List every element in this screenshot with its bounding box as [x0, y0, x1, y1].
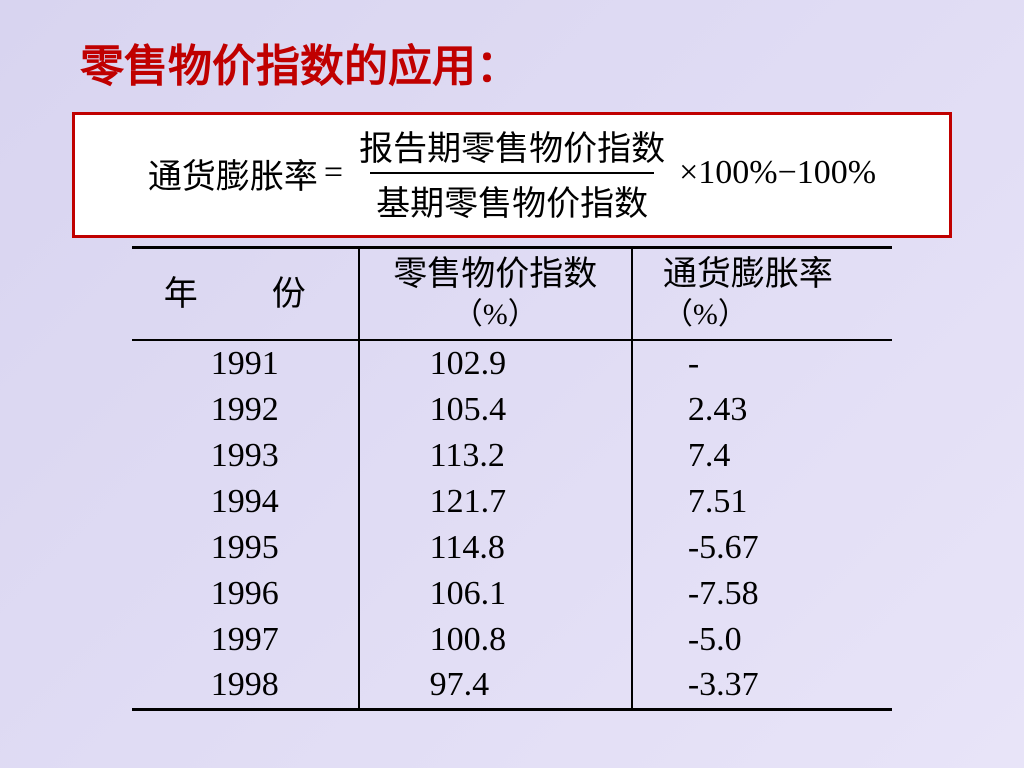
formula: 通货膨胀率 = 报告期零售物价指数 基期零售物价指数 ×100%−100% [148, 121, 876, 225]
table-header-inflation: 通货膨胀率 （%） [632, 248, 892, 341]
header-inflation-label2: （%） [663, 298, 748, 331]
table-row: 1997 100.8 -5.0 [132, 617, 892, 663]
cell-index: 100.8 [359, 617, 632, 663]
cell-index: 114.8 [359, 525, 632, 571]
data-table: 年 份 零售物价指数 （%） 通货膨胀率 （%） 1991 102.9 - 19… [132, 246, 892, 711]
table-header-row: 年 份 零售物价指数 （%） 通货膨胀率 （%） [132, 248, 892, 341]
table-row: 1993 113.2 7.4 [132, 433, 892, 479]
cell-year: 1993 [132, 433, 359, 479]
formula-numerator: 报告期零售物价指数 [353, 121, 671, 172]
cell-inflation: 7.4 [632, 433, 892, 479]
cell-inflation: -3.37 [632, 662, 892, 709]
formula-lhs: 通货膨胀率 [148, 149, 318, 198]
table-row: 1994 121.7 7.51 [132, 479, 892, 525]
cell-index: 106.1 [359, 571, 632, 617]
table-row: 1996 106.1 -7.58 [132, 571, 892, 617]
slide: 零售物价指数的应用： 通货膨胀率 = 报告期零售物价指数 基期零售物价指数 ×1… [0, 0, 1024, 768]
slide-title: 零售物价指数的应用： [80, 30, 964, 94]
cell-year: 1995 [132, 525, 359, 571]
table-row: 1998 97.4 -3.37 [132, 662, 892, 709]
cell-index: 121.7 [359, 479, 632, 525]
cell-year: 1992 [132, 387, 359, 433]
cell-index: 113.2 [359, 433, 632, 479]
header-index-label1: 零售物价指数 [393, 256, 597, 293]
header-index-label2: （%） [453, 298, 538, 331]
formula-tail: ×100%−100% [679, 154, 876, 192]
cell-inflation: 2.43 [632, 387, 892, 433]
formula-equals: = [324, 154, 343, 192]
table-row: 1992 105.4 2.43 [132, 387, 892, 433]
formula-fraction: 报告期零售物价指数 基期零售物价指数 [353, 121, 671, 225]
cell-year: 1998 [132, 662, 359, 709]
cell-index: 105.4 [359, 387, 632, 433]
cell-inflation: 7.51 [632, 479, 892, 525]
header-inflation-label1: 通货膨胀率 [663, 256, 833, 293]
table-body: 1991 102.9 - 1992 105.4 2.43 1993 113.2 … [132, 340, 892, 710]
table-header-index: 零售物价指数 （%） [359, 248, 632, 341]
cell-year: 1997 [132, 617, 359, 663]
cell-year: 1994 [132, 479, 359, 525]
cell-index: 97.4 [359, 662, 632, 709]
formula-denominator: 基期零售物价指数 [370, 172, 654, 225]
table-row: 1995 114.8 -5.67 [132, 525, 892, 571]
table-row: 1991 102.9 - [132, 340, 892, 387]
cell-inflation: -7.58 [632, 571, 892, 617]
cell-inflation: -5.67 [632, 525, 892, 571]
formula-box: 通货膨胀率 = 报告期零售物价指数 基期零售物价指数 ×100%−100% [72, 112, 952, 238]
cell-year: 1996 [132, 571, 359, 617]
table-header-year: 年 份 [132, 248, 359, 341]
cell-year: 1991 [132, 340, 359, 387]
cell-inflation: -5.0 [632, 617, 892, 663]
cell-index: 102.9 [359, 340, 632, 387]
header-year-label: 年 份 [164, 276, 326, 313]
cell-inflation: - [632, 340, 892, 387]
